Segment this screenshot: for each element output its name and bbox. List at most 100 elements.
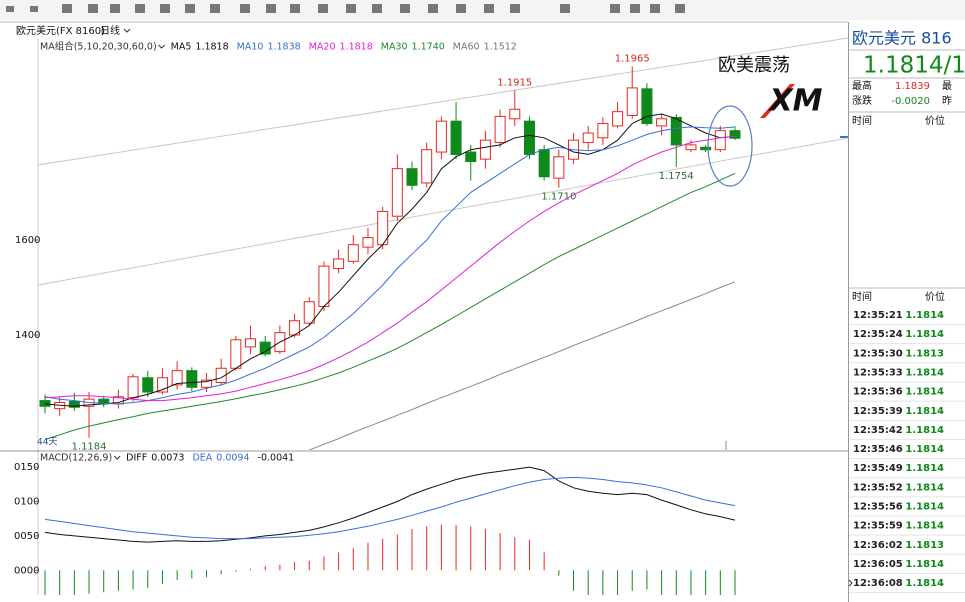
candle-body (318, 265, 330, 307)
stat-value: -0.0020 (891, 96, 930, 107)
tool-icon[interactable] (560, 4, 570, 13)
trade-time: 12:35:24 (853, 329, 903, 340)
candle-body (656, 118, 668, 127)
column-header: 价位 (925, 114, 945, 127)
candle-body (670, 116, 682, 146)
ma-line (44, 113, 736, 407)
trade-time: 12:35:59 (853, 521, 903, 532)
legend-value: 0.0094 (216, 453, 249, 464)
candle-body (186, 370, 198, 388)
overlay-title: 欧美震荡 (718, 55, 790, 76)
trade-time: 12:36:02 (853, 540, 903, 551)
tool-icon[interactable] (318, 4, 328, 13)
tool-icon[interactable] (630, 4, 640, 13)
tool-icon[interactable] (62, 4, 72, 13)
candle-body (142, 377, 154, 393)
low-label: 1.1754 (659, 171, 694, 182)
candle-body (156, 377, 168, 393)
trade-time: 12:35:56 (853, 502, 903, 513)
candle-body (259, 341, 271, 355)
tool-icon[interactable] (428, 4, 438, 13)
candle-chart: 1600 1400 1.1184 1.1915 1.1710 1.1965 1.1754 MA… (15, 41, 741, 453)
trade-time: 12:35:42 (853, 425, 903, 436)
tool-icon[interactable] (30, 6, 38, 12)
tool-icon[interactable] (346, 4, 356, 13)
macd-value: -0.0041 (258, 453, 295, 464)
candle-body (68, 401, 80, 408)
tool-icon[interactable] (135, 4, 145, 13)
tool-icon[interactable] (650, 4, 660, 13)
stat-label: 昨 (942, 95, 952, 107)
tool-icon[interactable] (88, 4, 98, 13)
candle-body (303, 301, 315, 324)
tool-icon[interactable] (484, 4, 494, 13)
dropdown-chevron[interactable] (113, 455, 121, 460)
trade-time: 12:35:33 (853, 367, 903, 378)
trade-price: 1.1813 (905, 540, 944, 551)
dropdown-chevron[interactable] (123, 28, 131, 33)
legend-name: MA5 (171, 42, 192, 53)
legend-name: MA10 (237, 42, 264, 53)
y-tick-label: 0000 (14, 565, 39, 576)
trade-price: 1.1814 (905, 310, 944, 321)
trade-price: 1.1814 (905, 367, 944, 378)
period[interactable]: 日线 (100, 24, 120, 37)
trade-price: 1.1814 (905, 502, 944, 513)
y-tick-label: 1400 (15, 330, 40, 341)
tool-icon[interactable] (456, 4, 466, 13)
tool-icon[interactable] (610, 4, 620, 13)
trade-time: 12:35:21 (853, 310, 903, 321)
tool-icon[interactable] (160, 4, 170, 13)
legend-name: MA30 (381, 42, 408, 53)
trade-price: 1.1814 (905, 425, 944, 436)
candle-body (230, 339, 242, 369)
tool-icon[interactable] (675, 4, 685, 13)
logo-slash (760, 84, 795, 118)
stat-value: 1.1839 (895, 81, 930, 92)
tool-icon[interactable] (290, 4, 300, 13)
macd-line (44, 476, 736, 540)
tool-icon[interactable] (185, 4, 195, 13)
tool-icon[interactable] (240, 4, 250, 13)
trade-time: 12:35:36 (853, 387, 903, 398)
candle-body (362, 237, 374, 248)
ma-line (309, 281, 736, 450)
trade-time: 12:35:39 (853, 406, 903, 417)
dropdown-chevron[interactable] (158, 44, 166, 49)
column-header: 时间 (852, 114, 872, 127)
tool-icon[interactable] (110, 4, 120, 13)
symbol-title: 欧元美元(FX 8160) (16, 24, 105, 37)
tool-icon[interactable] (210, 4, 220, 13)
ma-line (44, 126, 736, 405)
legend-value: 1.1740 (412, 42, 445, 53)
macd-line (44, 466, 736, 543)
candle-body (509, 108, 521, 120)
quote-price: 1.1814 (863, 53, 943, 79)
candle-body (494, 115, 506, 144)
tool-icon[interactable] (372, 4, 382, 13)
trade-price: 1.1814 (905, 444, 944, 455)
tool-icon[interactable] (266, 4, 276, 13)
tool-icon[interactable] (6, 6, 14, 12)
highlight-ellipse (707, 105, 753, 187)
quote-price-suffix: /1 (943, 53, 965, 79)
candle-body (215, 367, 227, 384)
stat-label: 最高 (852, 79, 872, 92)
candle-body (450, 120, 462, 155)
ma-line (44, 135, 736, 402)
trade-price: 1.1814 (905, 521, 944, 532)
candle-body (421, 149, 433, 184)
legend-name: DEA (192, 453, 212, 464)
candle-body (479, 139, 491, 160)
candle-body (641, 88, 653, 125)
y-tick-label: 0150 (14, 462, 39, 473)
tool-icon[interactable] (510, 4, 520, 13)
y-tick-label: 1600 (15, 235, 40, 246)
candle-body (347, 244, 359, 262)
candle-body (245, 338, 257, 348)
tool-icon[interactable] (400, 4, 410, 13)
trend-line (37, 137, 849, 286)
legend-value: 1.1818 (195, 42, 228, 53)
y-tick-label: 0050 (14, 531, 39, 542)
